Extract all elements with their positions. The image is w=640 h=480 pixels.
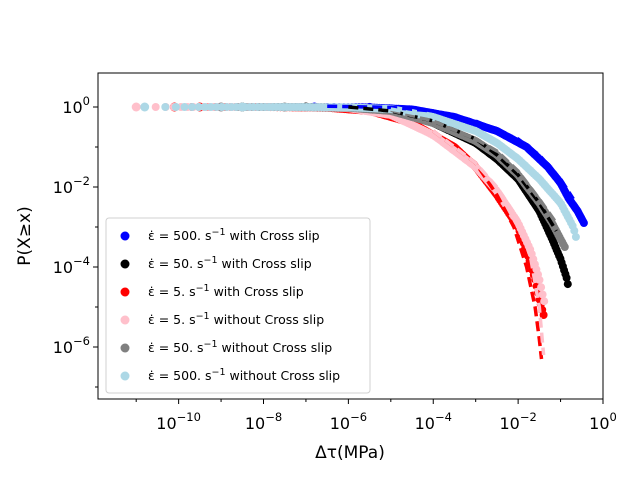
x-tick-label: 100 (589, 410, 617, 433)
data-point (201, 103, 209, 111)
data-point (537, 283, 546, 292)
data-point (161, 103, 170, 111)
fit-lines-top (327, 104, 575, 360)
legend-label: ε̇ = 5. s−1 without Cross slip (148, 311, 324, 327)
data-point (579, 219, 588, 227)
y-ticks: 100 10−2 10−4 10−6 (53, 94, 98, 388)
legend-label: ε̇ = 500. s−1 with Cross slip (148, 227, 320, 243)
x-tick-label: 10−10 (156, 410, 201, 433)
y-tick-label: 10−4 (53, 254, 90, 277)
legend-items: ε̇ = 500. s−1 with Cross slip ε̇ = 50. s−… (120, 227, 340, 383)
legend-marker (120, 315, 130, 325)
data-point (171, 103, 180, 111)
y-axis-label: P(X≥x) (15, 206, 35, 265)
data-point (535, 275, 544, 284)
data-point (188, 103, 196, 111)
data-point (237, 102, 247, 112)
data-point (560, 243, 569, 251)
legend-box (105, 217, 371, 394)
fit-line (327, 104, 575, 200)
data-point (194, 103, 203, 111)
legend-label: ε̇ = 50. s−1 without Cross slip (148, 339, 332, 355)
legend-label: ε̇ = 50. s−1 with Cross slip (148, 255, 312, 271)
x-ticks: 10−10 10−8 10−6 10−4 10−2 100 (135, 399, 617, 433)
x-tick-label: 10−2 (499, 410, 536, 433)
data-point (540, 297, 549, 306)
x-tick-label: 10−4 (415, 410, 452, 433)
legend-label: ε̇ = 500. s−1 without Cross slip (148, 367, 340, 383)
data-point (538, 290, 547, 299)
fit-line (390, 107, 562, 205)
x-axis-label: Δτ(MPa) (315, 443, 385, 463)
data-point (131, 102, 141, 112)
fit-line (432, 129, 546, 356)
data-point (539, 311, 548, 319)
data-point (570, 226, 579, 235)
y-tick-label: 10−6 (53, 334, 90, 357)
data-point (140, 102, 150, 112)
data-point (151, 103, 160, 111)
legend-marker (120, 371, 130, 381)
legend: ε̇ = 500. s−1 with Cross slip ε̇ = 50. s−… (105, 217, 371, 394)
legend-label: ε̇ = 5. s−1 with Cross slip (148, 283, 304, 299)
data-point (180, 103, 189, 111)
legend-marker (120, 231, 130, 241)
y-tick-label: 100 (62, 94, 90, 117)
legend-marker (120, 343, 130, 353)
x-tick-label: 10−6 (330, 410, 367, 433)
axes-frame (97, 72, 604, 400)
data-point (563, 280, 572, 289)
x-tick-label: 10−8 (245, 410, 282, 433)
data-point (571, 232, 580, 241)
fit-line (390, 108, 558, 225)
legend-marker (120, 287, 130, 297)
y-tick-label: 10−2 (53, 174, 90, 197)
data-point (206, 103, 215, 111)
data-point (562, 273, 571, 282)
legend-marker (120, 259, 130, 269)
